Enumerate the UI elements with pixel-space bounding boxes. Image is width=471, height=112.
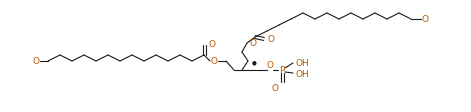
Text: O: O [267, 35, 274, 44]
Text: O: O [208, 40, 215, 49]
Text: O: O [249, 39, 256, 48]
Text: O: O [32, 57, 39, 66]
Text: O: O [271, 83, 278, 92]
Text: OH: OH [296, 70, 310, 79]
Text: O: O [422, 15, 429, 24]
Text: OH: OH [296, 58, 310, 67]
Text: P: P [279, 66, 284, 75]
Text: ●: ● [252, 60, 257, 65]
Text: O: O [267, 60, 274, 69]
Text: O: O [211, 57, 218, 66]
